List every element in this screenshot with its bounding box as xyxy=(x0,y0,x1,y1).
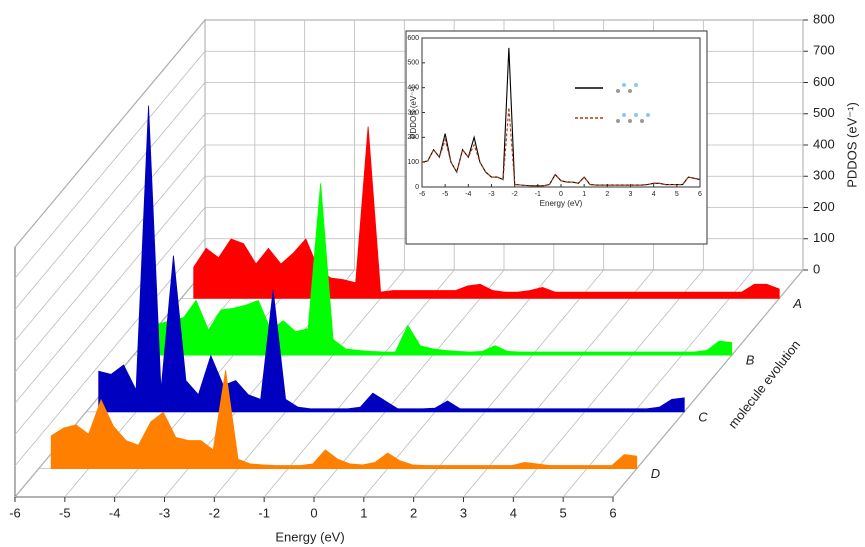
x-tick-label: -5 xyxy=(442,191,448,198)
y-tick-label: 400 xyxy=(813,136,835,151)
legend-icon xyxy=(640,119,644,123)
x-tick-label: -6 xyxy=(9,505,21,520)
series-label: B xyxy=(746,353,755,368)
x-tick-label: -5 xyxy=(59,505,71,520)
y-tick-label: 500 xyxy=(407,60,419,67)
x-tick-label: -3 xyxy=(488,191,494,198)
x-tick-label: 4 xyxy=(510,505,517,520)
x-tick-label: -1 xyxy=(535,191,541,198)
y-tick-label: 100 xyxy=(407,159,419,166)
chart: Energy (eV) PDDOS (eV⁻¹) molecule evolut… xyxy=(0,0,865,547)
x-tick-label: 2 xyxy=(410,505,417,520)
legend-icon xyxy=(646,113,650,117)
x-tick-label: 5 xyxy=(675,191,679,198)
x-tick-label: 3 xyxy=(460,505,467,520)
x-tick-label: 2 xyxy=(605,191,609,198)
y-tick-label: 100 xyxy=(813,230,835,245)
x-tick-label: 0 xyxy=(310,505,317,520)
x-axis-label: Energy (eV) xyxy=(540,199,583,208)
x-tick-label: -2 xyxy=(512,191,518,198)
y-tick-label: 500 xyxy=(813,105,835,120)
y-tick-label: 300 xyxy=(813,168,835,183)
y-tick-label: 700 xyxy=(813,43,835,58)
y-tick-label: 200 xyxy=(813,199,835,214)
x-tick-label: 5 xyxy=(560,505,567,520)
x-tick-label: -4 xyxy=(109,505,121,520)
x-tick-label: 3 xyxy=(629,191,633,198)
series-label: A xyxy=(792,296,802,311)
y-tick-label: 600 xyxy=(407,35,419,42)
y-axis-label: PDDOS (eV⁻¹) xyxy=(409,86,418,139)
z-axis-label: molecule evolution xyxy=(725,337,803,431)
legend-icon xyxy=(628,89,632,93)
x-tick-label: 4 xyxy=(652,191,656,198)
legend-icon xyxy=(634,83,638,87)
y-tick-label: 0 xyxy=(415,184,419,191)
x-tick-label: -3 xyxy=(159,505,171,520)
x-tick-label: 1 xyxy=(582,191,586,198)
legend-icon xyxy=(634,113,638,117)
y-tick-label: 600 xyxy=(813,74,835,89)
y-tick-label: 800 xyxy=(813,11,835,26)
legend-icon xyxy=(622,113,626,117)
x-tick-label: 6 xyxy=(698,191,702,198)
legend-icon xyxy=(622,83,626,87)
legend-icon xyxy=(616,119,620,123)
series-label: D xyxy=(651,466,660,481)
x-tick-label: -1 xyxy=(258,505,270,520)
x-tick-label: -6 xyxy=(419,191,425,198)
x-tick-label: -4 xyxy=(465,191,471,198)
x-tick-label: -2 xyxy=(209,505,221,520)
y-axis-label: PDDOS (eV⁻¹) xyxy=(844,102,859,188)
y-tick-label: 0 xyxy=(813,261,820,276)
inset-frame xyxy=(406,31,707,244)
x-axis-label: Energy (eV) xyxy=(275,529,344,544)
legend-icon xyxy=(628,119,632,123)
x-tick-label: 0 xyxy=(559,191,563,198)
series-label: C xyxy=(698,409,708,424)
x-tick-label: 1 xyxy=(360,505,367,520)
legend-icon xyxy=(616,89,620,93)
x-tick-label: 6 xyxy=(609,505,616,520)
